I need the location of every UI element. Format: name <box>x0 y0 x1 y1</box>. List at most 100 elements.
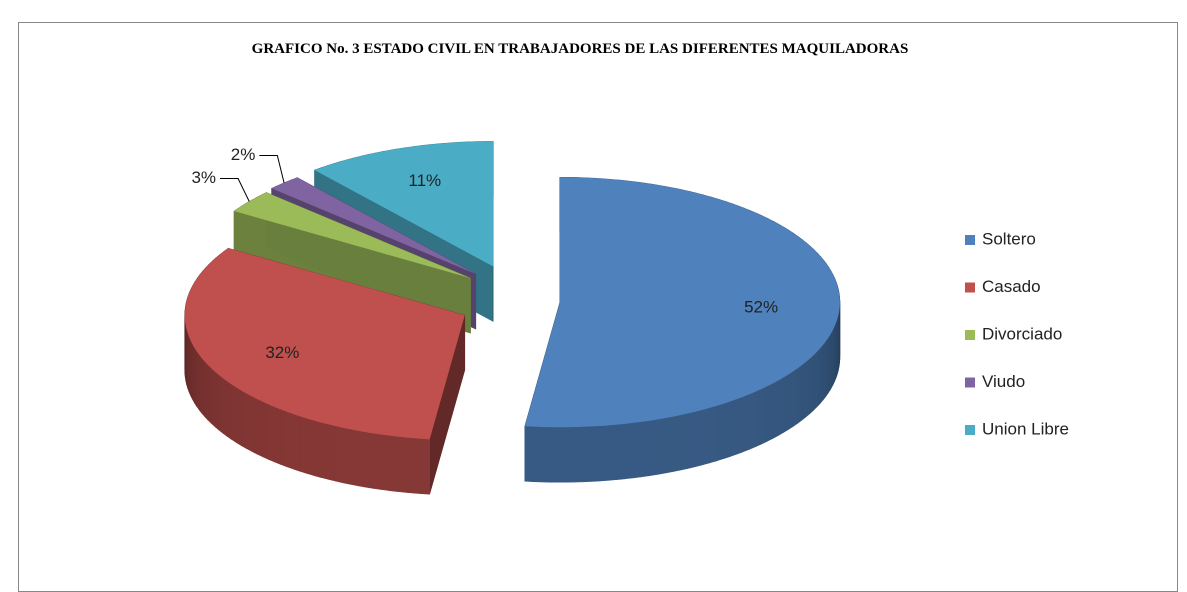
data-label: 52% <box>744 297 778 316</box>
slice-side <box>730 399 737 456</box>
slice-side <box>287 412 293 469</box>
slice-side <box>199 355 202 413</box>
slice-side <box>263 402 269 460</box>
slice-side <box>600 425 608 481</box>
slice-side <box>649 419 657 475</box>
page: {"chart_data": {"type": "pie", "title": … <box>0 0 1187 579</box>
slice-side <box>831 330 833 389</box>
slice-side <box>421 439 429 495</box>
slice-side <box>397 437 405 493</box>
slice-side <box>737 397 743 454</box>
slice-side <box>358 431 366 487</box>
slice-side <box>743 394 749 451</box>
slice-side <box>269 404 275 462</box>
slice-side <box>788 372 793 430</box>
slice-side <box>405 437 413 493</box>
slice-side <box>542 427 550 482</box>
slice-side <box>227 381 231 439</box>
slice-side <box>756 389 762 447</box>
slice-side <box>533 427 541 482</box>
slice-side <box>767 383 773 441</box>
slice-side <box>219 375 223 433</box>
slice-side <box>617 424 625 480</box>
slice-side <box>550 427 558 482</box>
slice-side <box>197 351 200 410</box>
slice-side <box>335 426 342 483</box>
legend-swatch <box>965 283 975 293</box>
slice-side <box>321 422 328 479</box>
slice-side <box>717 404 724 461</box>
slice-side <box>773 381 778 439</box>
slice-side <box>350 429 358 485</box>
slice-side <box>665 417 673 473</box>
slice-side <box>211 368 215 426</box>
slice-side <box>294 414 301 471</box>
slice-side <box>761 386 767 444</box>
slice-side <box>625 423 633 479</box>
slice-side <box>710 406 717 463</box>
slice-side <box>236 388 241 446</box>
legend-swatch <box>965 235 975 245</box>
leader-line <box>259 156 284 183</box>
data-label: 3% <box>191 168 216 187</box>
legend-swatch <box>965 378 975 388</box>
legend-label: Soltero <box>982 229 1036 248</box>
slice-side <box>793 368 798 426</box>
legend-swatch <box>965 330 975 340</box>
slice-side <box>828 334 830 393</box>
slice-side <box>641 421 649 477</box>
slice-side <box>673 415 681 472</box>
legend-label: Divorciado <box>982 324 1062 343</box>
slice-side <box>223 378 227 436</box>
slice-side <box>798 365 802 423</box>
slice-side <box>806 359 810 417</box>
slice-side <box>680 413 688 470</box>
slice-side <box>723 401 730 458</box>
slice-side <box>802 362 806 420</box>
slice-side <box>202 358 205 416</box>
slice-side <box>413 438 421 494</box>
slice-side <box>814 352 817 410</box>
slice-side <box>194 348 196 407</box>
slice-side <box>820 345 823 404</box>
chart: 52%32%3%2%11%SolteroCasadoDivorciadoViud… <box>0 0 1187 579</box>
slice-side <box>246 393 251 451</box>
slice-side <box>215 372 219 430</box>
slice-side <box>592 426 600 481</box>
slice-side <box>314 420 321 477</box>
data-label: 2% <box>231 145 256 164</box>
slice-side <box>575 427 583 482</box>
slice-side <box>583 426 591 481</box>
slice-side <box>366 432 374 488</box>
legend-swatch <box>965 425 975 435</box>
slice-side <box>633 422 641 478</box>
slice-side <box>208 365 211 423</box>
slice-side <box>252 396 257 454</box>
legend-label: Casado <box>982 277 1041 296</box>
slice-side <box>205 362 208 420</box>
slice-side <box>257 399 263 457</box>
slice-side <box>783 375 788 433</box>
slice-side <box>307 418 314 475</box>
slice-side <box>525 426 533 481</box>
slice-side <box>281 409 287 466</box>
leader-line <box>220 179 249 202</box>
slice-side <box>241 391 246 449</box>
slice-side <box>826 338 829 397</box>
slice-side <box>275 407 281 464</box>
slice-side <box>688 412 695 469</box>
slice-side <box>567 427 575 482</box>
slice-side <box>232 385 237 443</box>
slice-side <box>817 348 820 406</box>
slice-side <box>749 392 755 450</box>
slice-side <box>778 378 783 436</box>
slice-side <box>810 355 814 413</box>
slice-side <box>823 341 826 400</box>
slice-side <box>608 425 616 481</box>
slice-side <box>657 418 665 474</box>
slice-side <box>192 344 194 403</box>
slice-side <box>558 427 566 482</box>
slice-side <box>343 428 351 485</box>
slice-side <box>695 410 702 467</box>
slice-side <box>300 416 307 473</box>
